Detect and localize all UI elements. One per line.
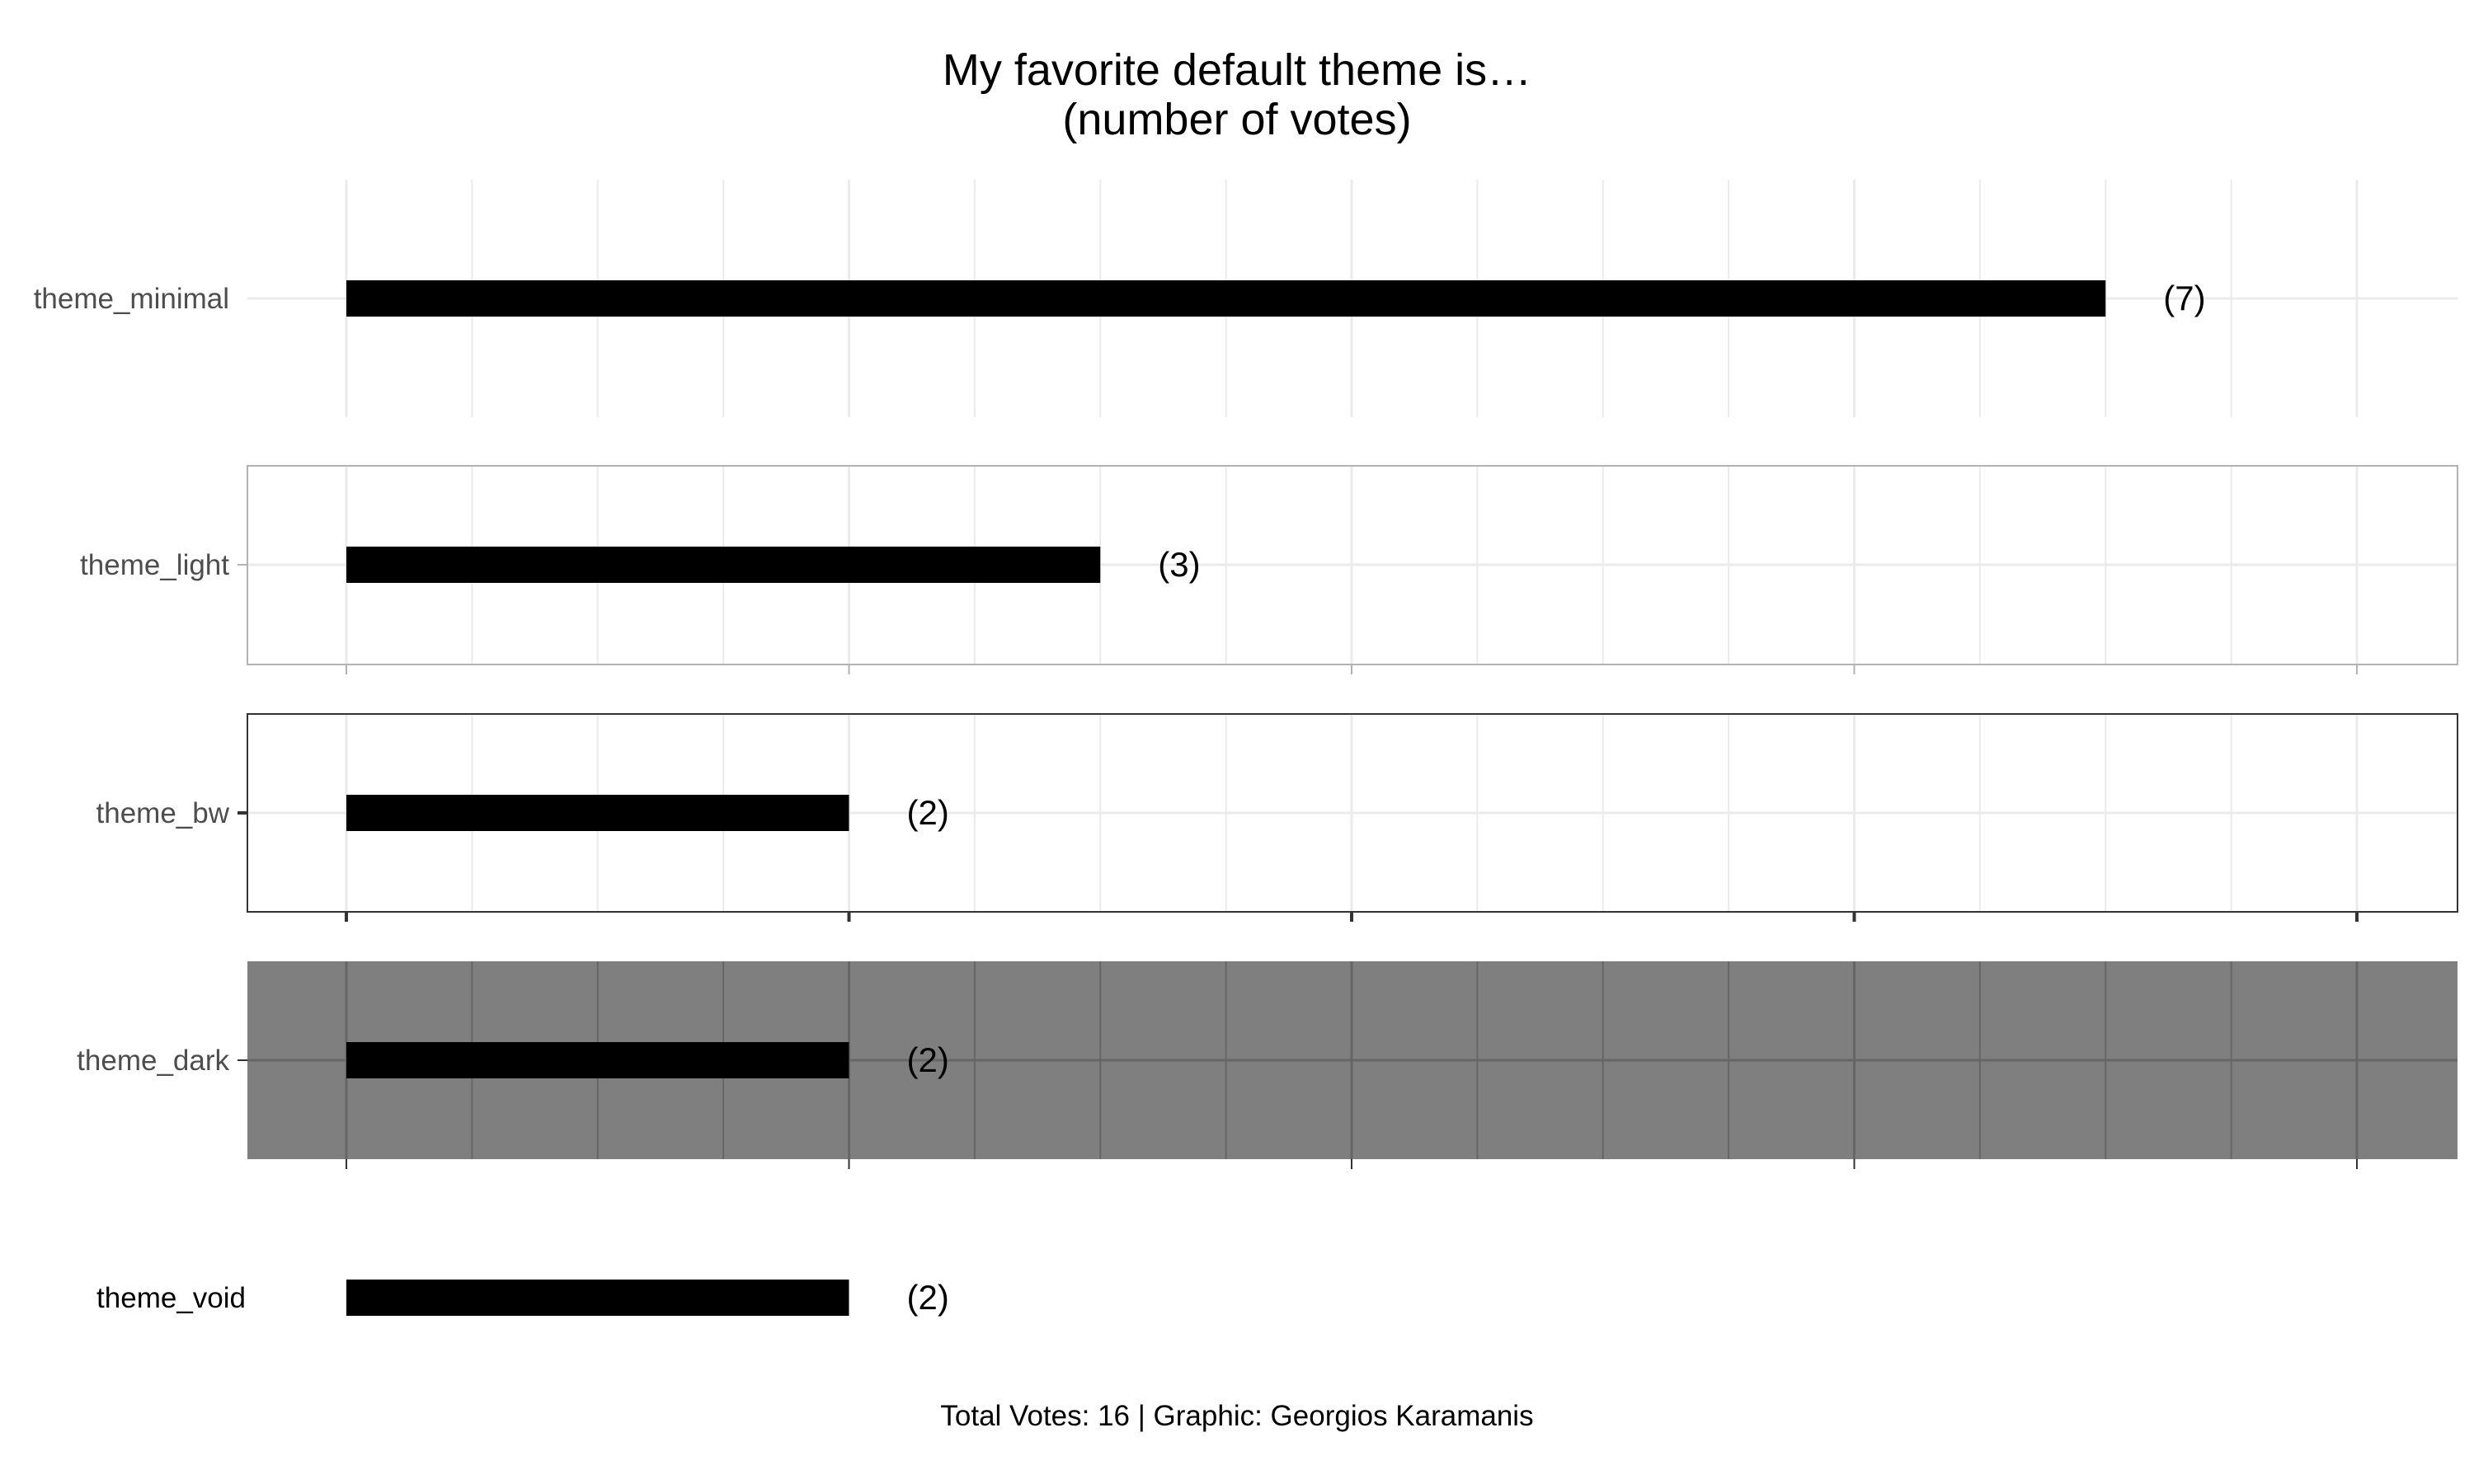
bar-theme-bw	[346, 795, 849, 831]
chart-title-line-2: (number of votes)	[1062, 95, 1412, 144]
value-label-theme-void: (2)	[907, 1278, 949, 1317]
bar-theme-minimal	[346, 280, 2106, 317]
value-label-theme-minimal: (7)	[2163, 279, 2205, 317]
bar-theme-dark	[346, 1042, 849, 1078]
value-label-theme-light: (3)	[1158, 545, 1200, 584]
category-label-theme-dark: theme_dark	[77, 1045, 229, 1077]
bar-theme-light	[346, 547, 1101, 583]
category-label-theme-bw: theme_bw	[96, 797, 230, 829]
chart-caption: Total Votes: 16 | Graphic: Georgios Kara…	[940, 1400, 1534, 1432]
category-label-theme-void: theme_void	[96, 1282, 246, 1314]
category-label-theme-light: theme_light	[80, 549, 229, 581]
chart-title-line-1: My favorite default theme is…	[942, 45, 1532, 95]
category-label-theme-minimal: theme_minimal	[34, 283, 229, 315]
bar-theme-void	[346, 1280, 849, 1316]
value-label-theme-dark: (2)	[907, 1040, 949, 1079]
value-label-theme-bw: (2)	[907, 793, 949, 832]
